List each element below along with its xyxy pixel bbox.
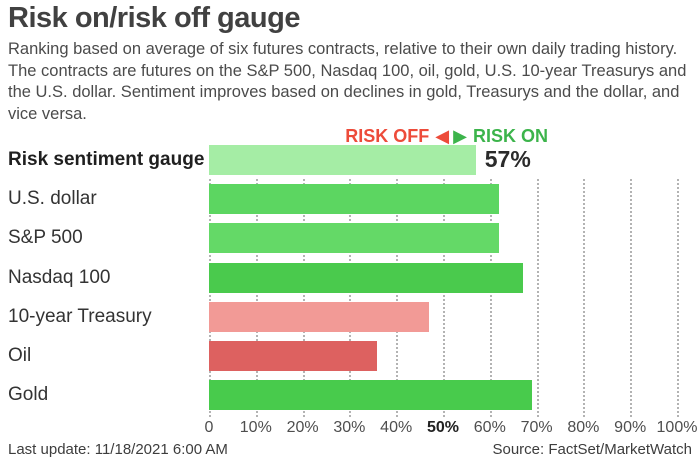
x-axis-tick: 100% <box>656 419 698 436</box>
bar-label: U.S. dollar <box>8 188 97 210</box>
gridline <box>443 179 445 417</box>
page-title: Risk on/risk off gauge <box>8 2 300 34</box>
bar-label: Gold <box>8 384 49 406</box>
bar <box>209 262 523 293</box>
risk-off-arrow-icon: ◀ <box>435 126 450 146</box>
bar <box>209 340 378 371</box>
x-axis-tick: 90% <box>614 419 647 436</box>
x-axis-tick: 30% <box>333 419 366 436</box>
x-axis-tick: 10% <box>239 419 272 436</box>
gridline <box>677 179 679 417</box>
bar <box>209 145 476 175</box>
x-axis-tick: 0 <box>204 419 214 436</box>
gridline <box>255 179 258 417</box>
source-text: Source: FactSet/MarketWatch <box>492 441 692 458</box>
gridline <box>302 179 305 417</box>
bar-label: Oil <box>8 344 32 366</box>
bar <box>209 223 500 254</box>
risk-off-label: RISK OFF <box>345 126 430 146</box>
x-axis-tick: 80% <box>567 419 600 436</box>
risk-on-arrow-icon: ▶ <box>453 126 467 146</box>
chart-subtitle: Ranking based on average of six futures … <box>8 40 687 123</box>
risk-on-label: RISK ON <box>472 126 548 146</box>
gauge-value-label: 57% <box>484 146 531 172</box>
bar-label: 10-year Treasury <box>8 305 152 327</box>
bar-label: Risk sentiment gauge <box>8 149 205 170</box>
x-axis-tick: 50% <box>426 419 460 436</box>
x-axis-tick: 70% <box>520 419 553 436</box>
x-axis-tick: 60% <box>473 419 506 436</box>
chart-gridlines <box>209 179 679 417</box>
gridline <box>396 179 399 417</box>
bar-label: S&P 500 <box>8 227 83 249</box>
bar-label: Nasdaq 100 <box>8 266 111 288</box>
x-axis-tick: 40% <box>380 419 413 436</box>
gridline <box>583 179 586 417</box>
risk-legend: RISK OFF ◀ ▶ RISK ON <box>0 126 548 147</box>
gridline <box>489 179 492 417</box>
bar <box>209 301 429 332</box>
bar <box>209 380 532 411</box>
gridline <box>349 179 352 417</box>
x-axis-tick: 20% <box>286 419 319 436</box>
gridline <box>209 179 211 417</box>
last-update-text: Last update: 11/18/2021 6:00 AM <box>8 441 228 458</box>
gridline <box>536 179 539 417</box>
bar <box>209 184 500 215</box>
gridline <box>630 179 633 417</box>
